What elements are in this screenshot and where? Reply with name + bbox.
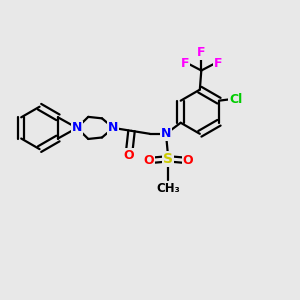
Text: N: N: [161, 127, 171, 140]
Text: N: N: [108, 122, 119, 134]
Text: O: O: [124, 148, 134, 161]
Text: N: N: [72, 122, 82, 134]
Text: CH₃: CH₃: [157, 182, 180, 195]
Text: O: O: [182, 154, 193, 167]
Text: F: F: [181, 57, 189, 70]
Text: F: F: [214, 57, 222, 70]
Text: O: O: [144, 154, 154, 167]
Text: F: F: [197, 46, 206, 59]
Text: N: N: [72, 122, 82, 134]
Text: S: S: [163, 152, 173, 166]
Text: Cl: Cl: [229, 93, 242, 106]
